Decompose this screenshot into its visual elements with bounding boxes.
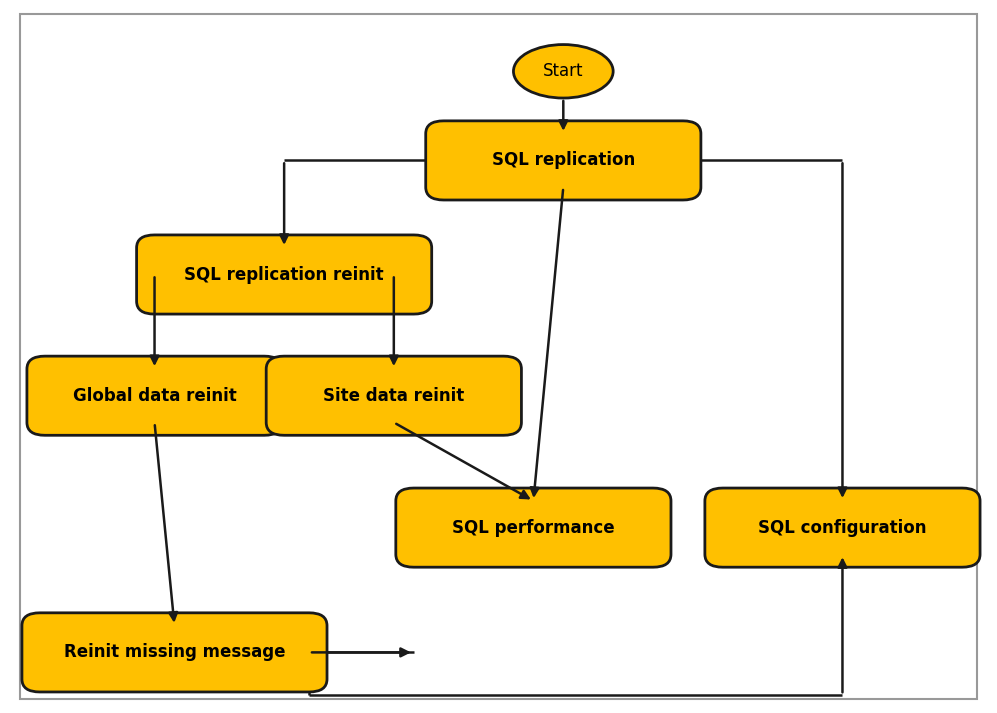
FancyBboxPatch shape — [137, 235, 432, 314]
Text: Start: Start — [543, 62, 583, 81]
Text: SQL performance: SQL performance — [452, 518, 615, 537]
FancyBboxPatch shape — [705, 488, 980, 568]
Text: SQL configuration: SQL configuration — [758, 518, 927, 537]
FancyBboxPatch shape — [426, 120, 701, 200]
Ellipse shape — [513, 44, 613, 98]
Text: Global data reinit: Global data reinit — [73, 386, 236, 405]
FancyBboxPatch shape — [27, 356, 282, 435]
Text: SQL replication: SQL replication — [492, 151, 635, 170]
FancyBboxPatch shape — [266, 356, 521, 435]
Text: Site data reinit: Site data reinit — [323, 386, 465, 405]
Text: SQL replication reinit: SQL replication reinit — [184, 265, 384, 284]
FancyBboxPatch shape — [22, 613, 327, 692]
Text: Reinit missing message: Reinit missing message — [64, 643, 285, 662]
FancyBboxPatch shape — [396, 488, 671, 568]
